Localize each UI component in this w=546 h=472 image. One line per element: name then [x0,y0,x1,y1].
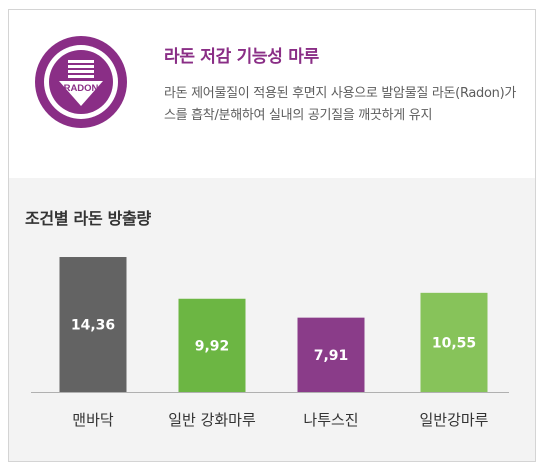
chart-title: 조건별 라돈 방출량 [25,209,151,228]
bar-4 [420,292,488,392]
bar-value-label-1: 14,36 [71,318,115,334]
radon-info-card: RADON 라돈 저감 기능성 마루 라돈 제어물질이 적용된 후면지 사용으로… [8,9,536,462]
category-label-2: 일반 강화마루 [168,411,256,429]
feature-title: 라돈 저감 기능성 마루 [164,47,319,67]
category-label-4: 일반강마루 [419,411,488,429]
bar-2 [178,298,246,392]
bar-3 [297,317,365,392]
radon-logo-icon: RADON [35,36,127,128]
category-label-1: 맨바닥 [72,411,114,429]
feature-description: 라돈 제어물질이 적용된 후면지 사용으로 발암물질 라돈(Radon)가스를 … [164,86,517,123]
bar-1 [59,257,127,392]
bar-value-label-2: 9,92 [195,338,230,354]
category-label-3: 나투스진 [303,411,358,429]
bar-value-label-4: 10,55 [432,335,476,351]
chart-section: 조건별 라돈 방출량 14,36 맨바닥 9,92 일반 강화마루 7,91 나투스진 10… [9,178,535,461]
feature-header: RADON 라돈 저감 기능성 마루 라돈 제어물질이 적용된 후면지 사용으로… [9,10,535,178]
logo-label: RADON [64,83,99,94]
radon-emission-bar-chart: 14,36 맨바닥 9,92 일반 강화마루 7,91 나투스진 10,55 일반강마루 [31,257,509,429]
bar-value-label-3: 7,91 [314,348,349,364]
